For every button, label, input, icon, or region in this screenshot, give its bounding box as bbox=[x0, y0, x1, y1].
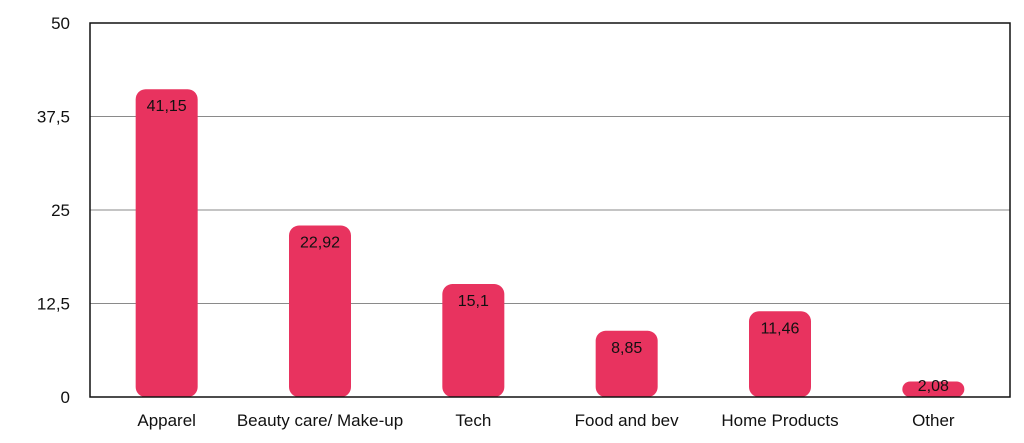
y-tick-label: 50 bbox=[51, 14, 70, 33]
data-labels: 41,15 22,92 15,1 8,85 11,46 2,08 bbox=[147, 98, 949, 395]
y-tick-label: 37,5 bbox=[37, 108, 70, 127]
x-category-label: Tech bbox=[455, 411, 491, 430]
data-label: 8,85 bbox=[611, 340, 642, 357]
data-label: 41,15 bbox=[147, 98, 187, 115]
y-tick-label: 12,5 bbox=[37, 295, 70, 314]
data-label: 2,08 bbox=[918, 378, 949, 395]
plot-frame bbox=[89, 22, 1011, 398]
x-category-label: Home Products bbox=[721, 411, 838, 430]
bar bbox=[595, 330, 658, 397]
bar bbox=[442, 284, 505, 397]
bar bbox=[135, 89, 198, 397]
x-category-label: Food and bev bbox=[575, 411, 679, 430]
x-axis-labels: Apparel Beauty care/ Make-up Tech Food and … bbox=[137, 411, 955, 430]
y-axis-ticks: 0 12,5 25 37,5 50 bbox=[37, 14, 70, 407]
gridlines bbox=[90, 116, 1010, 304]
data-label: 11,46 bbox=[761, 320, 800, 337]
x-category-label: Beauty care/ Make-up bbox=[237, 411, 403, 430]
bar bbox=[749, 311, 811, 397]
data-label: 22,92 bbox=[300, 235, 340, 252]
y-tick-label: 0 bbox=[61, 388, 70, 407]
bars bbox=[135, 89, 965, 397]
data-label: 15,1 bbox=[458, 293, 489, 310]
x-category-label: Apparel bbox=[137, 411, 196, 430]
bar bbox=[289, 225, 351, 397]
x-category-label: Other bbox=[912, 411, 955, 430]
y-tick-label: 25 bbox=[51, 201, 70, 220]
plot-border bbox=[89, 22, 1011, 398]
bar bbox=[902, 381, 965, 397]
